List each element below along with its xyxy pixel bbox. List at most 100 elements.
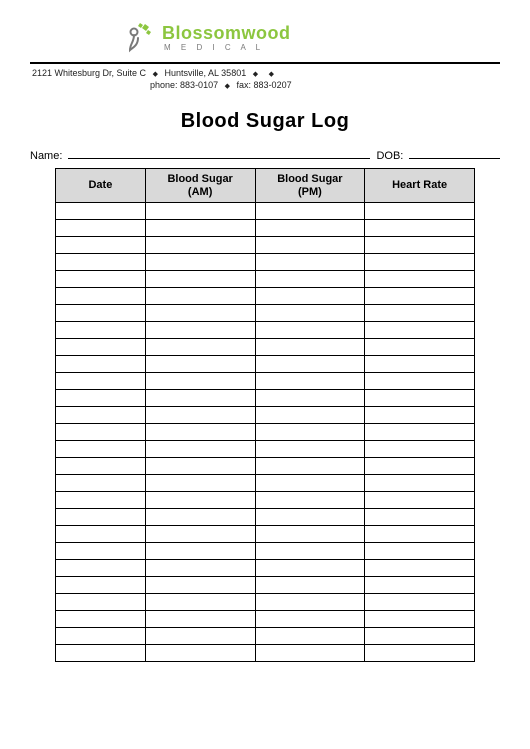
table-cell[interactable] <box>365 288 475 305</box>
table-cell[interactable] <box>255 441 365 458</box>
table-cell[interactable] <box>56 458 146 475</box>
table-cell[interactable] <box>145 628 255 645</box>
table-cell[interactable] <box>145 390 255 407</box>
table-cell[interactable] <box>145 560 255 577</box>
table-cell[interactable] <box>365 526 475 543</box>
table-cell[interactable] <box>56 509 146 526</box>
table-cell[interactable] <box>56 560 146 577</box>
table-cell[interactable] <box>365 577 475 594</box>
table-cell[interactable] <box>56 203 146 220</box>
table-cell[interactable] <box>145 611 255 628</box>
table-cell[interactable] <box>56 271 146 288</box>
table-cell[interactable] <box>255 271 365 288</box>
table-cell[interactable] <box>56 237 146 254</box>
table-cell[interactable] <box>255 407 365 424</box>
table-cell[interactable] <box>56 288 146 305</box>
table-cell[interactable] <box>255 526 365 543</box>
table-cell[interactable] <box>255 645 365 662</box>
table-cell[interactable] <box>56 577 146 594</box>
table-cell[interactable] <box>255 424 365 441</box>
table-cell[interactable] <box>365 458 475 475</box>
table-cell[interactable] <box>255 339 365 356</box>
table-cell[interactable] <box>365 220 475 237</box>
table-cell[interactable] <box>56 373 146 390</box>
table-cell[interactable] <box>255 611 365 628</box>
table-cell[interactable] <box>365 509 475 526</box>
table-cell[interactable] <box>56 356 146 373</box>
table-cell[interactable] <box>145 203 255 220</box>
table-cell[interactable] <box>145 305 255 322</box>
table-cell[interactable] <box>365 407 475 424</box>
table-cell[interactable] <box>255 254 365 271</box>
table-cell[interactable] <box>255 475 365 492</box>
table-cell[interactable] <box>145 458 255 475</box>
table-cell[interactable] <box>56 628 146 645</box>
table-cell[interactable] <box>255 322 365 339</box>
table-cell[interactable] <box>145 543 255 560</box>
table-cell[interactable] <box>365 424 475 441</box>
table-cell[interactable] <box>365 322 475 339</box>
table-cell[interactable] <box>56 475 146 492</box>
table-cell[interactable] <box>365 237 475 254</box>
table-cell[interactable] <box>56 339 146 356</box>
table-cell[interactable] <box>145 594 255 611</box>
table-cell[interactable] <box>56 594 146 611</box>
table-cell[interactable] <box>255 305 365 322</box>
table-cell[interactable] <box>365 475 475 492</box>
table-cell[interactable] <box>145 407 255 424</box>
table-cell[interactable] <box>255 560 365 577</box>
table-cell[interactable] <box>255 288 365 305</box>
name-field-line[interactable] <box>68 147 370 159</box>
table-cell[interactable] <box>255 543 365 560</box>
table-cell[interactable] <box>56 526 146 543</box>
table-cell[interactable] <box>56 220 146 237</box>
table-cell[interactable] <box>255 594 365 611</box>
table-cell[interactable] <box>365 645 475 662</box>
table-cell[interactable] <box>145 475 255 492</box>
table-cell[interactable] <box>255 577 365 594</box>
dob-field-line[interactable] <box>409 147 500 159</box>
table-cell[interactable] <box>365 203 475 220</box>
table-cell[interactable] <box>145 356 255 373</box>
table-cell[interactable] <box>56 305 146 322</box>
table-cell[interactable] <box>56 611 146 628</box>
table-cell[interactable] <box>365 271 475 288</box>
table-cell[interactable] <box>56 407 146 424</box>
table-cell[interactable] <box>145 271 255 288</box>
table-cell[interactable] <box>255 356 365 373</box>
table-cell[interactable] <box>365 441 475 458</box>
table-cell[interactable] <box>145 441 255 458</box>
table-cell[interactable] <box>145 220 255 237</box>
table-cell[interactable] <box>365 339 475 356</box>
table-cell[interactable] <box>365 305 475 322</box>
table-cell[interactable] <box>255 458 365 475</box>
table-cell[interactable] <box>56 322 146 339</box>
table-cell[interactable] <box>145 577 255 594</box>
table-cell[interactable] <box>255 237 365 254</box>
table-cell[interactable] <box>56 390 146 407</box>
table-cell[interactable] <box>56 645 146 662</box>
table-cell[interactable] <box>145 254 255 271</box>
table-cell[interactable] <box>365 373 475 390</box>
table-cell[interactable] <box>255 373 365 390</box>
table-cell[interactable] <box>145 424 255 441</box>
table-cell[interactable] <box>56 441 146 458</box>
table-cell[interactable] <box>365 560 475 577</box>
table-cell[interactable] <box>255 220 365 237</box>
table-cell[interactable] <box>365 628 475 645</box>
table-cell[interactable] <box>145 492 255 509</box>
table-cell[interactable] <box>255 509 365 526</box>
table-cell[interactable] <box>145 237 255 254</box>
table-cell[interactable] <box>145 509 255 526</box>
table-cell[interactable] <box>145 339 255 356</box>
table-cell[interactable] <box>56 492 146 509</box>
table-cell[interactable] <box>365 356 475 373</box>
table-cell[interactable] <box>145 373 255 390</box>
table-cell[interactable] <box>365 254 475 271</box>
table-cell[interactable] <box>56 543 146 560</box>
table-cell[interactable] <box>145 288 255 305</box>
table-cell[interactable] <box>145 526 255 543</box>
table-cell[interactable] <box>365 390 475 407</box>
table-cell[interactable] <box>255 492 365 509</box>
table-cell[interactable] <box>56 424 146 441</box>
